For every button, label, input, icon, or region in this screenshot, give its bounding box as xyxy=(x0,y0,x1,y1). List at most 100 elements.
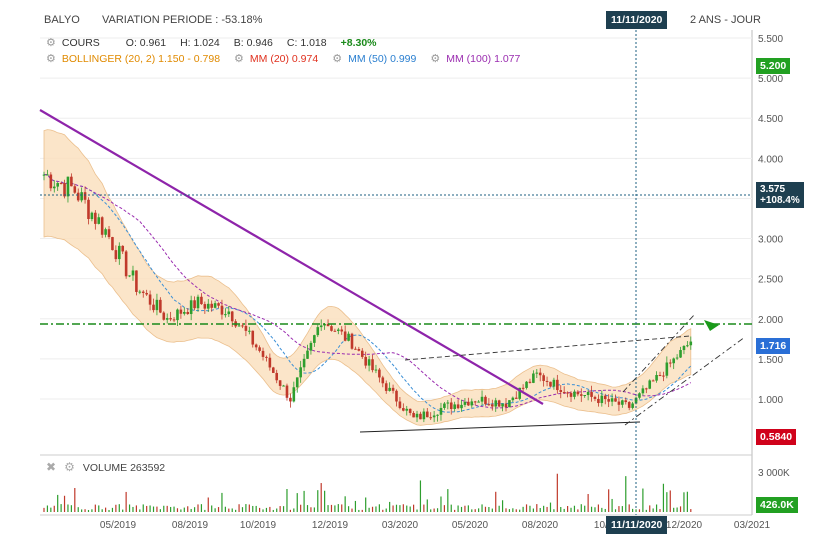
candle-body xyxy=(189,300,193,315)
candle-body xyxy=(213,303,217,308)
bollinger-legend[interactable]: BOLLINGER (20, 2) 1.150 - 0.798 xyxy=(61,53,221,65)
volume-bar xyxy=(584,505,586,512)
candle-body xyxy=(405,408,409,411)
candle-body xyxy=(176,309,179,321)
volume-bar xyxy=(347,506,350,512)
volume-bar xyxy=(645,509,647,512)
volume-bar xyxy=(74,488,76,512)
candle-body xyxy=(217,303,220,306)
candle-body xyxy=(480,396,484,402)
volume-bar xyxy=(416,509,418,512)
volume-bar xyxy=(368,507,370,512)
candle-body xyxy=(343,331,347,341)
volume-bar xyxy=(149,505,151,512)
gear-icon[interactable]: ⚙ xyxy=(430,53,441,65)
cursor-date-badge-top: 11/11/2020 xyxy=(606,11,668,29)
gear-icon[interactable]: ⚙ xyxy=(46,37,56,49)
volume-bar xyxy=(193,507,196,512)
candle-body xyxy=(566,392,569,394)
candle-body xyxy=(645,388,648,390)
candle-body xyxy=(131,270,135,276)
volume-bar xyxy=(63,495,66,512)
close-icon[interactable]: ✖ xyxy=(46,460,57,474)
mm50-legend[interactable]: MM (50) 0.999 xyxy=(348,53,417,65)
mm100-legend[interactable]: MM (100) 1.077 xyxy=(446,53,521,65)
candle-body xyxy=(282,385,285,387)
rising-channel-lower[interactable] xyxy=(624,336,746,426)
volume-bar xyxy=(67,504,69,512)
volume-bar xyxy=(334,505,336,512)
candle-body xyxy=(610,398,614,402)
candle-body xyxy=(340,329,344,332)
volume-bar xyxy=(310,507,312,512)
volume-bar xyxy=(611,498,613,512)
candle-body xyxy=(100,217,104,235)
candle-body xyxy=(165,318,169,320)
volume-bar xyxy=(553,509,555,512)
volume-bar xyxy=(430,509,432,512)
candle-body xyxy=(436,414,439,416)
support-line[interactable] xyxy=(359,421,641,433)
volume-bar xyxy=(286,488,288,512)
candle-body xyxy=(271,367,275,373)
candle-body xyxy=(388,387,391,391)
candle-body xyxy=(511,397,515,401)
volume-bar xyxy=(662,483,665,512)
candle-body xyxy=(559,390,563,392)
volume-label: VOLUME 263592 xyxy=(82,462,166,474)
volume-bar xyxy=(464,505,466,512)
volume-bar xyxy=(98,505,100,512)
candle-body xyxy=(128,275,131,277)
volume-bar xyxy=(508,509,511,512)
candle-body xyxy=(675,357,679,359)
volume-bar xyxy=(53,505,55,512)
candle-body xyxy=(367,359,371,366)
candle-body xyxy=(432,415,436,418)
candle-body xyxy=(49,174,53,189)
volume-bar xyxy=(190,508,192,512)
volume-bar xyxy=(621,506,623,512)
candle-body xyxy=(593,396,597,399)
candle-body xyxy=(141,291,145,293)
candle-body xyxy=(463,401,467,405)
candle-body xyxy=(203,304,207,309)
candle-body xyxy=(159,299,162,313)
volume-bar xyxy=(471,509,473,512)
volume-bar xyxy=(50,507,52,512)
volume-bar xyxy=(642,488,644,512)
gear-icon[interactable]: ⚙ xyxy=(234,53,244,65)
candles-group xyxy=(42,169,693,423)
volume-bar xyxy=(666,492,668,512)
volume-bar xyxy=(522,506,524,512)
candle-body xyxy=(337,329,340,331)
candle-body xyxy=(590,392,593,397)
candle-body xyxy=(443,403,446,408)
gear-icon[interactable]: ⚙ xyxy=(332,53,343,65)
candle-body xyxy=(230,311,234,322)
downtrend-line[interactable] xyxy=(39,109,544,405)
gear-icon[interactable]: ⚙ xyxy=(46,53,56,65)
candle-body xyxy=(549,381,552,387)
candle-body xyxy=(556,379,559,391)
candle-body xyxy=(206,303,210,309)
candle-body xyxy=(658,375,662,377)
candle-body xyxy=(600,395,604,404)
candle-body xyxy=(603,395,607,400)
rising-channel-upper[interactable] xyxy=(622,313,696,393)
volume-bar xyxy=(341,504,343,512)
period-selector[interactable]: 2 ANS - JOUR xyxy=(690,14,761,26)
mm20-legend[interactable]: MM (20) 0.974 xyxy=(249,53,319,65)
high-value: H: 1.024 xyxy=(180,37,220,49)
gear-icon[interactable]: ⚙ xyxy=(64,460,75,474)
candle-body xyxy=(655,375,658,381)
volume-bar xyxy=(413,504,415,512)
ticker-name: BALYO xyxy=(44,14,80,26)
candle-body xyxy=(261,350,265,357)
candle-body xyxy=(220,305,224,315)
candle-body xyxy=(285,385,289,398)
volume-bar xyxy=(296,493,298,512)
cursor-date-badge-bottom: 11/11/2020 xyxy=(606,516,668,534)
volume-bar xyxy=(293,508,295,512)
